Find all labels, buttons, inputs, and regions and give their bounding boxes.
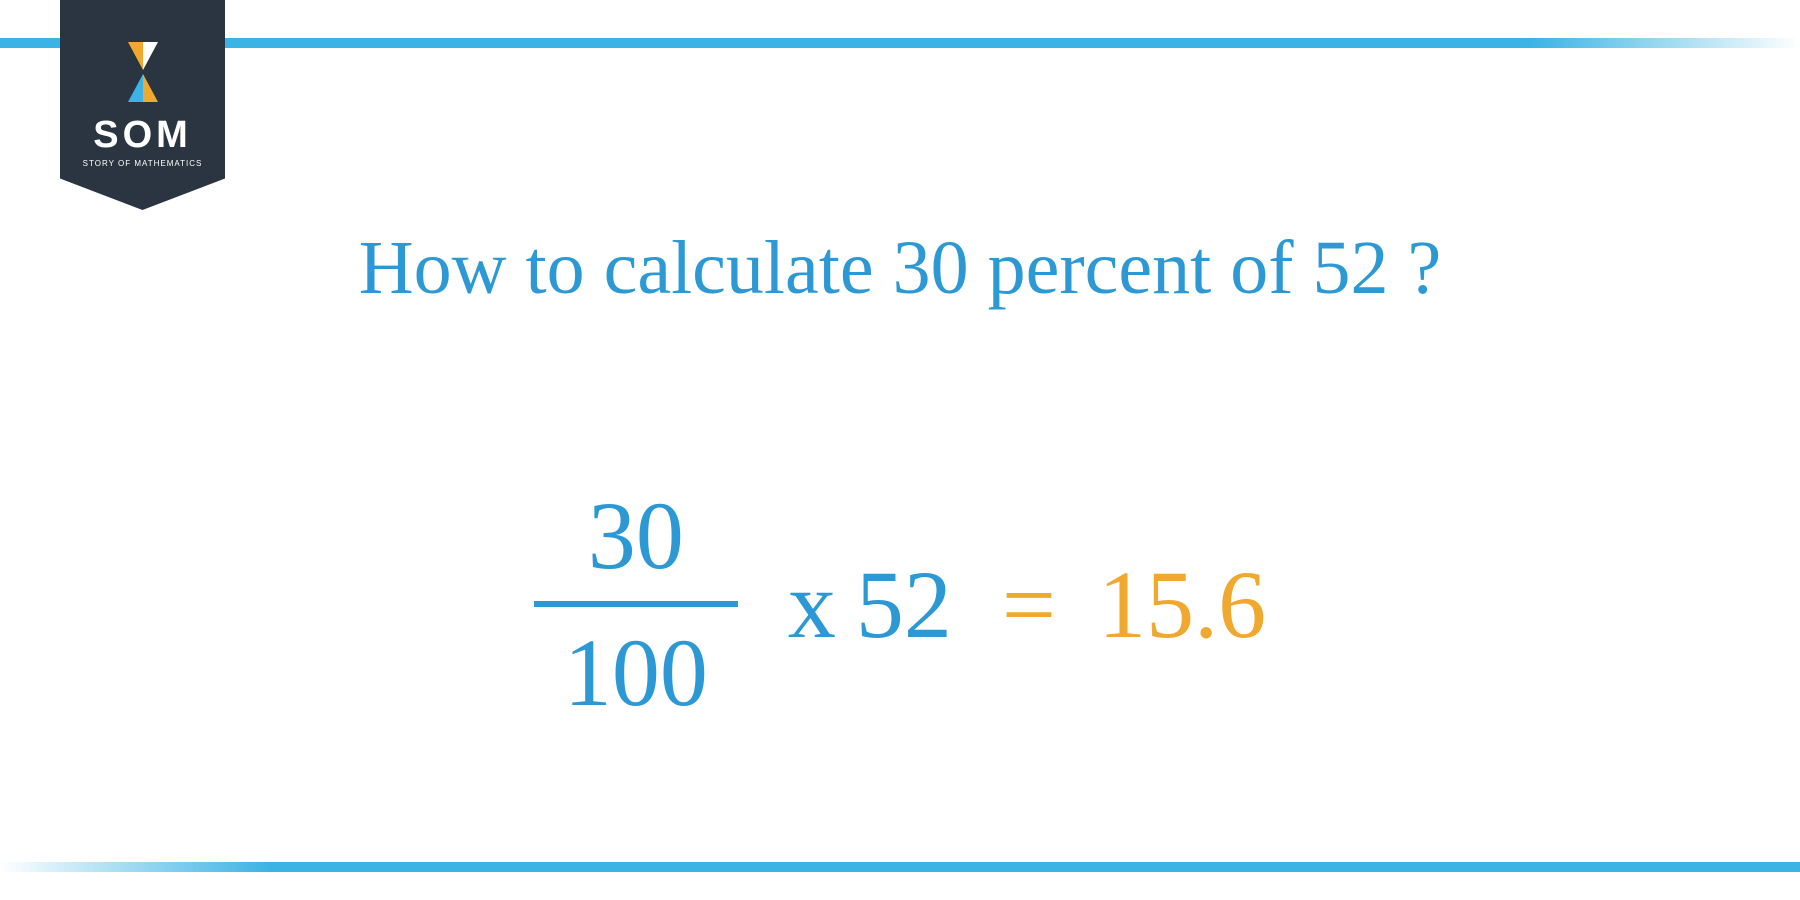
logo-badge: SOM STORY OF MATHEMATICS	[60, 0, 225, 210]
fraction: 30 100	[534, 480, 738, 728]
equals-result: = 15.6	[1002, 549, 1266, 660]
bottom-border	[0, 862, 1800, 872]
title-text: How to calculate 30 percent of 52 ?	[359, 226, 1442, 310]
logo-text: SOM	[93, 114, 192, 157]
fraction-denominator: 100	[534, 607, 738, 728]
fraction-numerator: 30	[538, 480, 734, 601]
equals-sign: =	[1002, 551, 1056, 658]
top-border	[0, 38, 1800, 48]
logo-icon	[113, 42, 173, 102]
multiply-symbol: x	[788, 549, 836, 660]
logo-subtext: STORY OF MATHEMATICS	[83, 159, 203, 168]
title-heading: How to calculate 30 percent of 52 ?	[0, 225, 1800, 312]
result-value: 15.6	[1098, 551, 1266, 658]
multiplier-value: 52	[856, 549, 952, 660]
equation: 30 100 x 52 = 15.6	[0, 480, 1800, 728]
